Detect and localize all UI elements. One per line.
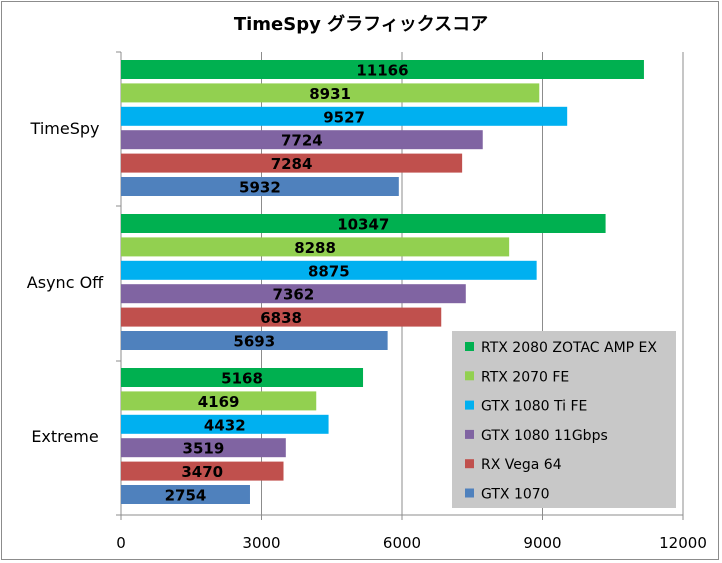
data-label: 5932: [239, 179, 281, 197]
bar: [121, 237, 510, 257]
legend-label: GTX 1070: [481, 487, 550, 503]
data-label: 3519: [183, 440, 225, 458]
x-tick-label: 12000: [659, 534, 707, 552]
legend-label: GTX 1080 11Gbps: [481, 428, 608, 444]
data-label: 5693: [233, 333, 275, 351]
bar: [121, 331, 388, 350]
data-label: 10347: [337, 216, 389, 234]
bar: [121, 153, 463, 173]
bar: [121, 307, 442, 327]
legend-swatch: [465, 459, 474, 469]
x-tick-label: 3000: [242, 534, 280, 552]
data-label: 7724: [281, 132, 323, 150]
legend-swatch: [465, 400, 474, 410]
x-tick-label: 6000: [383, 534, 421, 552]
data-label: 3470: [181, 463, 223, 481]
x-tick-label: 0: [116, 534, 126, 552]
bar: [121, 260, 537, 280]
bar: [121, 414, 329, 434]
bar: [121, 485, 250, 504]
data-label: 8288: [294, 239, 336, 257]
legend-swatch: [465, 371, 474, 381]
data-label: 8875: [308, 262, 350, 280]
data-label: 4432: [204, 416, 246, 434]
bar: [121, 368, 364, 387]
bar: [121, 438, 286, 458]
data-label: 7284: [271, 155, 313, 173]
legend-swatch: [465, 429, 474, 439]
category-label: TimeSpy: [30, 119, 100, 138]
data-label: 11166: [356, 62, 408, 80]
data-label: 2754: [165, 487, 207, 505]
data-label: 8931: [309, 85, 351, 103]
bar: [121, 106, 568, 126]
data-label: 6838: [260, 309, 302, 327]
bar: [121, 130, 483, 150]
bar: [121, 391, 317, 411]
legend-label: RTX 2070 FE: [481, 369, 569, 385]
bar: [121, 60, 644, 79]
bar: [121, 461, 284, 481]
data-label: 9527: [323, 108, 365, 126]
data-label: 4169: [198, 393, 240, 411]
bar: [121, 83, 540, 103]
legend-box: [452, 331, 676, 508]
data-label: 5168: [221, 370, 263, 388]
legend-label: RTX 2080 ZOTAC AMP EX: [481, 340, 657, 356]
category-label: Async Off: [27, 273, 104, 292]
bar: [121, 177, 399, 196]
chart-title: TimeSpy グラフィックスコア: [233, 14, 489, 35]
data-label: 7362: [273, 286, 315, 304]
bar: [121, 214, 606, 233]
bar: [121, 284, 466, 304]
legend-swatch: [465, 488, 474, 498]
legend-label: RX Vega 64: [481, 457, 562, 473]
category-label: Extreme: [31, 427, 98, 446]
legend-swatch: [465, 342, 474, 351]
legend-label: GTX 1080 Ti FE: [481, 399, 587, 415]
x-tick-label: 9000: [523, 534, 561, 552]
